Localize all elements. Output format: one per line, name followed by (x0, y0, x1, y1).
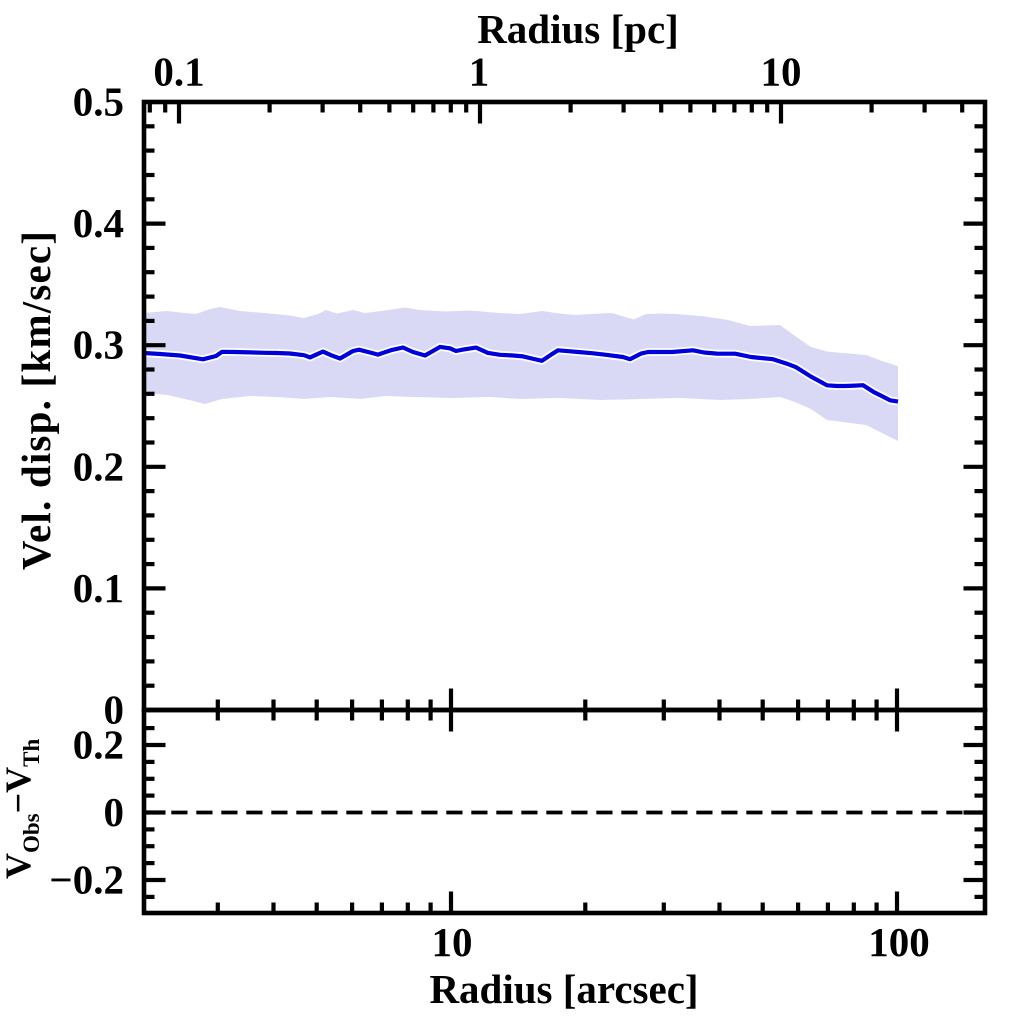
svg-text:0.3: 0.3 (73, 322, 124, 368)
svg-text:10: 10 (432, 919, 473, 965)
svg-text:Radius [arcsec]: Radius [arcsec] (429, 966, 698, 1012)
svg-text:−0.2: −0.2 (49, 857, 124, 903)
svg-text:0.2: 0.2 (73, 443, 124, 489)
svg-text:0.5: 0.5 (73, 79, 124, 125)
svg-text:0: 0 (104, 789, 125, 835)
svg-text:0.1: 0.1 (153, 49, 204, 95)
svg-text:Radius [pc]: Radius [pc] (477, 6, 679, 52)
svg-text:0.2: 0.2 (73, 722, 124, 768)
svg-text:100: 100 (868, 919, 930, 965)
svg-text:0: 0 (104, 687, 125, 733)
svg-text:0.4: 0.4 (73, 200, 124, 246)
svg-text:Vel. disp. [km/sec]: Vel. disp. [km/sec] (13, 230, 59, 570)
svg-text:0.1: 0.1 (73, 565, 124, 611)
svg-text:1: 1 (469, 49, 490, 95)
svg-text:10: 10 (761, 49, 802, 95)
